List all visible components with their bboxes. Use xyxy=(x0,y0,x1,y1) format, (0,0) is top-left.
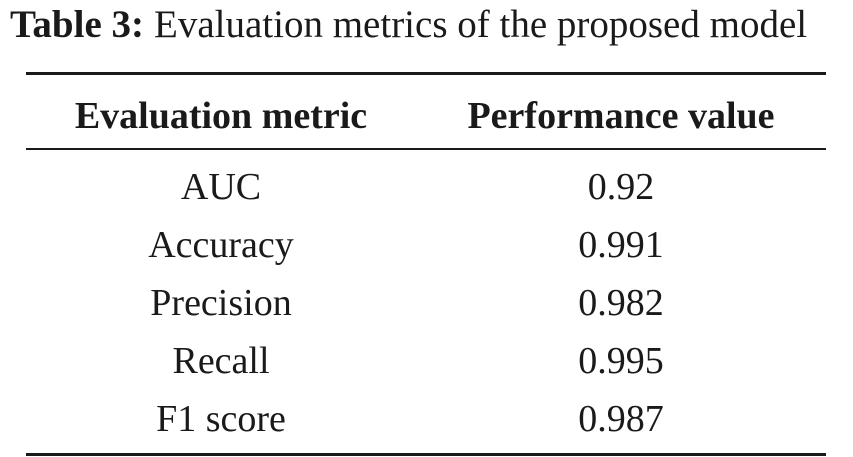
metric-value-cell: 0.92 xyxy=(587,166,655,208)
metric-value-cell: 0.995 xyxy=(578,340,664,382)
metric-name-cell: AUC xyxy=(180,166,262,208)
table-label: Table 3: xyxy=(10,3,145,46)
metric-name-cell: Recall xyxy=(172,340,270,382)
metric-value-cell: 0.982 xyxy=(578,282,664,324)
table-bottom-rule xyxy=(26,453,826,456)
metric-value-cell: 0.991 xyxy=(578,224,664,266)
table-caption-text: Evaluation metrics of the proposed model xyxy=(154,3,808,46)
table-header-rule xyxy=(26,148,826,150)
metric-name-cell: F1 score xyxy=(156,398,286,440)
table-top-rule xyxy=(26,72,826,75)
column-header-metric: Evaluation metric xyxy=(74,95,368,137)
metric-name-cell: Precision xyxy=(150,282,292,324)
metric-value-cell: 0.987 xyxy=(578,398,664,440)
column-header-value: Performance value xyxy=(467,95,775,137)
table-caption: Table 3: Evaluation metrics of the propos… xyxy=(10,2,853,48)
metric-name-cell: Accuracy xyxy=(148,224,294,266)
